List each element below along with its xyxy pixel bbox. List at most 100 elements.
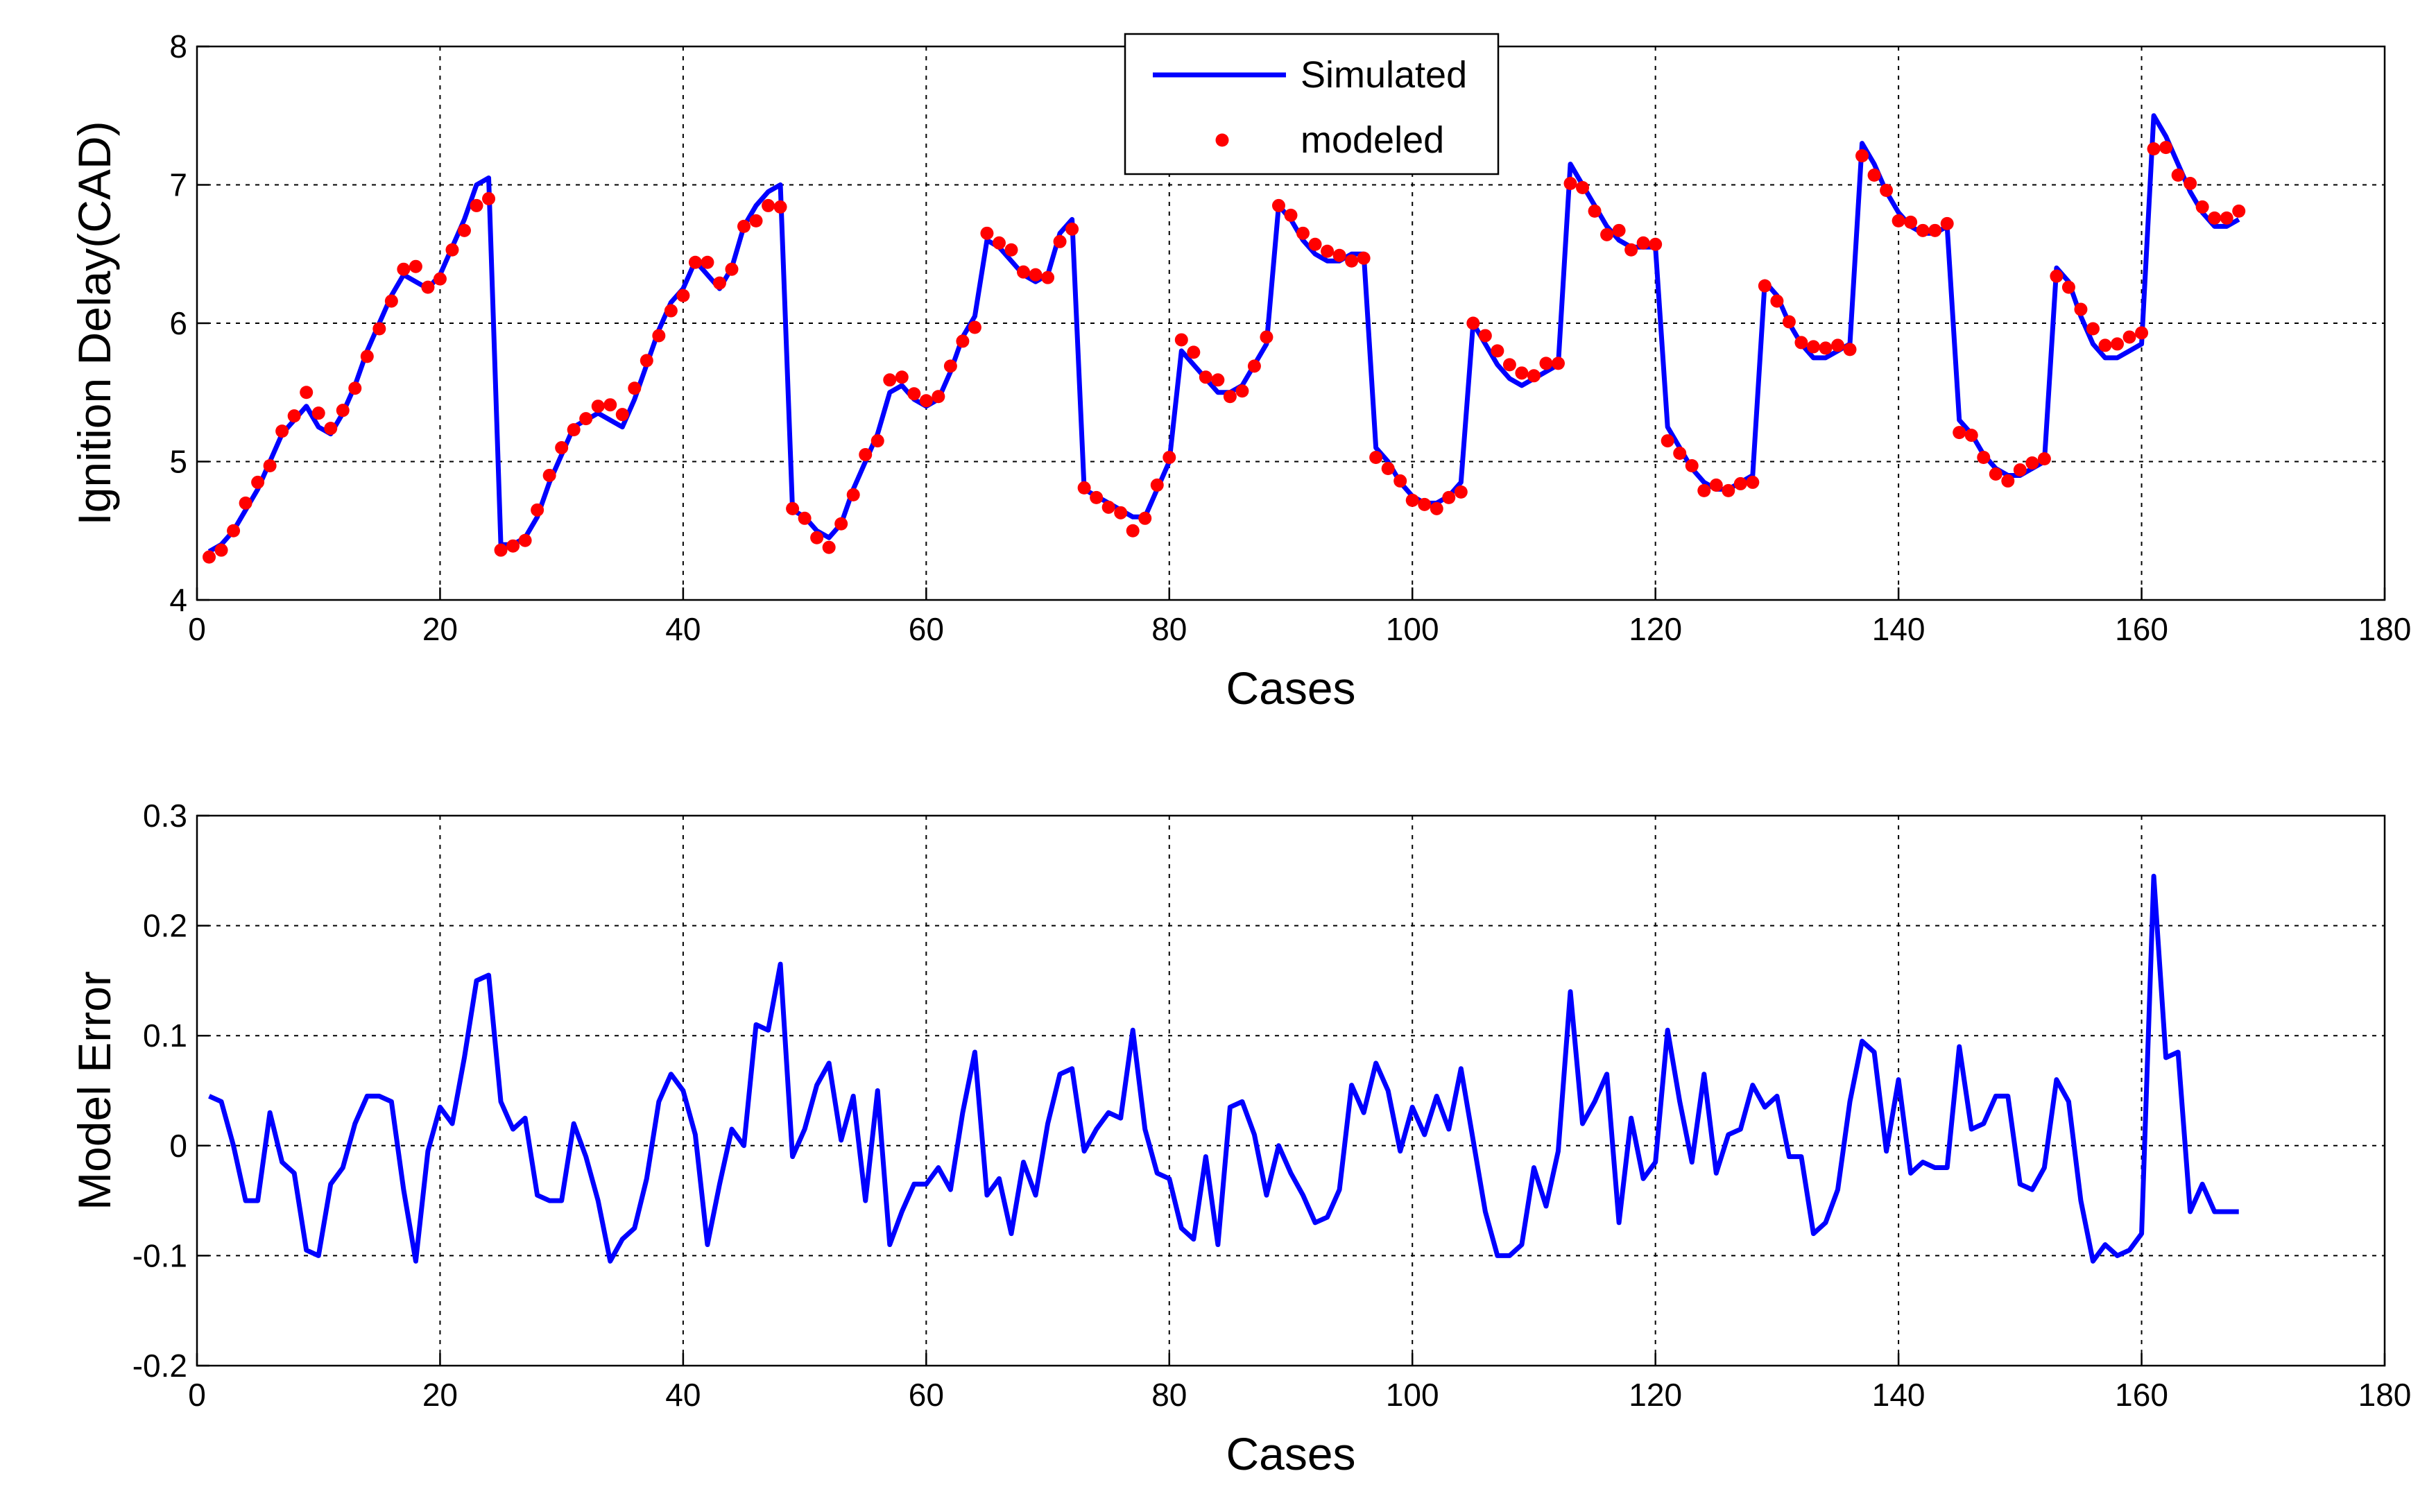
data-point — [846, 488, 860, 501]
data-point — [2135, 326, 2149, 340]
data-point — [664, 304, 678, 318]
data-point — [859, 448, 873, 462]
data-point — [1539, 356, 1553, 370]
data-point — [956, 334, 970, 348]
data-point — [555, 441, 569, 455]
data-point — [1223, 390, 1237, 404]
y-axis-label: Model Error — [69, 971, 120, 1210]
data-point — [567, 423, 581, 437]
data-point — [1867, 169, 1881, 182]
data-point — [336, 404, 350, 418]
data-point — [2147, 142, 2161, 156]
x-tick-label: 100 — [1386, 611, 1439, 647]
data-point — [1904, 215, 1918, 229]
data-point — [798, 511, 812, 525]
data-point — [263, 458, 277, 472]
x-axis-label: Cases — [1226, 1428, 1355, 1479]
data-point — [1357, 251, 1371, 265]
data-point — [1187, 345, 1201, 359]
data-point — [1150, 478, 1164, 492]
x-tick-label: 140 — [1872, 611, 1925, 647]
y-tick-label: 8 — [169, 28, 187, 65]
data-point — [834, 517, 848, 531]
data-point — [1843, 343, 1857, 356]
data-point — [1345, 254, 1359, 268]
data-point — [628, 381, 642, 395]
data-point — [1977, 451, 1991, 465]
data-point — [1199, 370, 1212, 384]
data-point — [1174, 333, 1188, 347]
data-point — [433, 272, 447, 286]
data-point — [1271, 198, 1285, 212]
data-point — [1953, 426, 1966, 440]
data-point — [1806, 340, 1820, 354]
x-tick-label: 40 — [665, 611, 701, 647]
data-point — [1989, 467, 2002, 481]
data-point — [773, 200, 787, 214]
data-point — [932, 390, 945, 404]
data-point — [1685, 458, 1699, 472]
y-tick-label: 0.1 — [143, 1017, 187, 1054]
data-point — [1563, 177, 1577, 191]
data-point — [457, 223, 471, 237]
data-point — [968, 320, 981, 334]
data-point — [1211, 373, 1225, 387]
data-point — [1819, 341, 1833, 355]
data-point — [992, 236, 1006, 250]
data-point — [1466, 316, 1480, 330]
data-point — [2122, 330, 2136, 344]
data-point — [227, 524, 241, 538]
legend-box — [1124, 33, 1500, 175]
data-point — [445, 243, 459, 257]
legend-label: modeled — [1301, 119, 1444, 161]
data-point — [1053, 234, 1067, 248]
data-point — [2098, 338, 2112, 352]
data-point — [1624, 243, 1638, 257]
data-point — [1782, 315, 1796, 329]
data-point — [421, 280, 435, 294]
x-tick-label: 80 — [1151, 611, 1187, 647]
data-point — [1722, 483, 1735, 497]
y-tick-label: 6 — [169, 305, 187, 341]
data-point — [1831, 338, 1844, 352]
data-point — [1065, 222, 1079, 236]
data-point — [1673, 447, 1687, 461]
x-tick-label: 180 — [2358, 611, 2412, 647]
data-point — [300, 386, 314, 400]
data-point — [1405, 493, 1419, 507]
data-point — [2111, 337, 2125, 351]
data-point — [712, 276, 726, 290]
data-point — [1649, 237, 1663, 251]
data-point — [2074, 302, 2088, 316]
data-point — [506, 539, 520, 553]
data-point — [895, 370, 909, 384]
data-point — [1077, 481, 1091, 495]
data-point — [1332, 248, 1346, 262]
data-point — [1733, 476, 1747, 490]
data-point — [737, 219, 750, 233]
data-point — [1576, 180, 1590, 194]
data-point — [1770, 294, 1784, 308]
data-point — [1612, 223, 1626, 237]
x-tick-label: 20 — [422, 1377, 458, 1413]
data-point — [348, 381, 362, 395]
data-point — [409, 259, 422, 273]
x-tick-label: 100 — [1386, 1377, 1439, 1413]
data-point — [1442, 490, 1456, 504]
data-point — [640, 354, 653, 368]
data-point — [203, 550, 216, 564]
data-point — [1527, 369, 1541, 383]
x-tick-label: 120 — [1629, 1377, 1682, 1413]
data-point — [470, 198, 483, 212]
data-point — [1746, 475, 1760, 489]
data-point — [2050, 269, 2064, 283]
data-point — [688, 255, 702, 269]
data-point — [870, 434, 884, 448]
data-point — [1430, 501, 1443, 515]
data-point — [1017, 265, 1031, 279]
data-point — [239, 496, 252, 510]
data-point — [1296, 226, 1310, 240]
data-point — [1600, 227, 1614, 241]
y-tick-label: 0.2 — [143, 908, 187, 944]
data-point — [2001, 474, 2015, 488]
